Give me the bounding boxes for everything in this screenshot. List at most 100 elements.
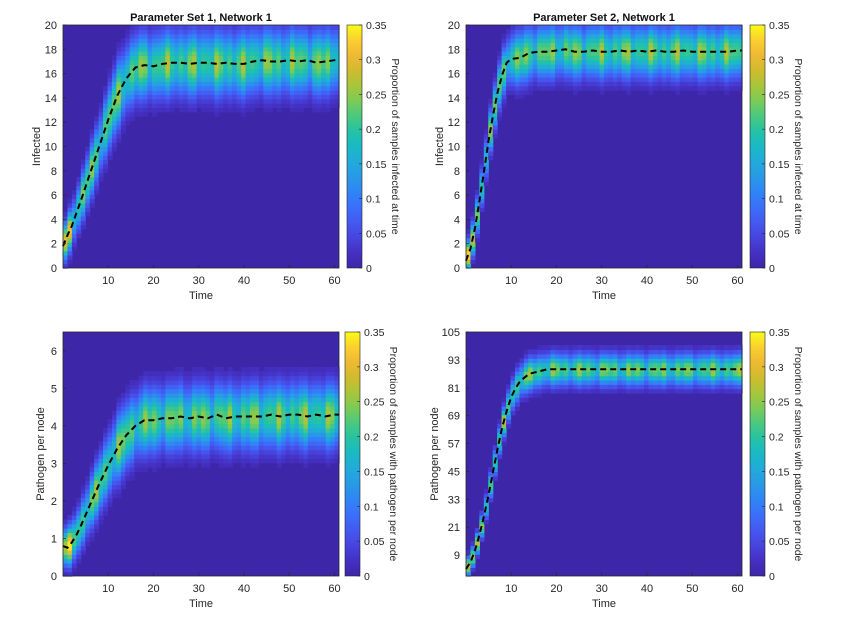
heat-cell	[160, 81, 166, 87]
heat-cell	[595, 388, 601, 394]
heat-cell	[724, 85, 730, 91]
heat-cell	[272, 33, 278, 39]
heat-cell	[679, 25, 685, 30]
heat-cell	[107, 120, 113, 126]
heat-cell	[192, 98, 198, 104]
heat-cell	[621, 64, 627, 69]
heat-cell	[263, 432, 269, 438]
heat-cell	[724, 68, 730, 74]
heat-cell	[303, 59, 309, 65]
heat-cell	[298, 458, 304, 464]
heat-cell	[178, 445, 184, 451]
heat-cell	[254, 419, 260, 425]
heat-cell	[290, 68, 296, 74]
heat-cell	[303, 98, 309, 104]
heat-cell	[666, 345, 672, 351]
heat-cell	[330, 410, 336, 416]
heat-cell	[272, 42, 278, 48]
heat-cell	[294, 81, 300, 87]
heat-cell	[537, 64, 543, 69]
heat-cell	[679, 38, 685, 43]
heat-cell	[196, 384, 202, 390]
heat-cell	[657, 358, 663, 364]
heat-cell	[209, 379, 215, 385]
heat-cell	[555, 379, 561, 385]
heat-cell	[143, 423, 149, 429]
y-tick-label: 18	[45, 44, 57, 56]
heat-cell	[307, 42, 313, 48]
heat-cell	[85, 181, 91, 187]
heat-cell	[156, 406, 162, 412]
heat-cell	[214, 98, 220, 104]
heat-cell	[715, 64, 721, 69]
heat-cell	[125, 419, 131, 425]
heat-cell	[178, 46, 184, 52]
heat-cell	[129, 414, 135, 420]
heat-cell	[143, 388, 149, 394]
heat-cell	[272, 85, 278, 91]
heat-cell	[183, 454, 189, 459]
heat-cell	[294, 29, 300, 35]
heat-cell	[330, 393, 336, 398]
heat-cell	[519, 72, 525, 78]
heat-cell	[519, 85, 525, 91]
heat-cell	[174, 366, 180, 372]
heat-cell	[670, 64, 676, 69]
heat-cell	[321, 366, 327, 372]
heat-cell	[321, 51, 327, 56]
heat-cell	[550, 77, 556, 83]
heat-cell	[205, 440, 211, 446]
heat-cell	[514, 401, 521, 407]
heat-cell	[152, 414, 158, 420]
heat-cell	[546, 345, 552, 351]
heat-cell	[236, 406, 242, 412]
heat-cell	[116, 484, 122, 490]
heat-cell	[728, 29, 734, 35]
heat-cell	[245, 419, 251, 425]
heat-cell	[586, 358, 592, 364]
heat-cell	[116, 423, 122, 429]
heat-cell	[232, 46, 238, 52]
x-axis-label: Time	[592, 290, 616, 302]
heat-cell	[276, 401, 282, 407]
heat-cell	[116, 85, 122, 91]
heat-cell	[559, 59, 565, 65]
heat-cell	[537, 68, 543, 74]
heat-cell	[514, 46, 521, 52]
heat-cell	[555, 51, 561, 56]
heat-cell	[590, 29, 596, 35]
heat-cell	[581, 77, 587, 83]
heat-cell	[192, 410, 198, 416]
heat-cell	[693, 42, 699, 48]
heat-cell	[550, 375, 556, 381]
heat-cell	[192, 64, 198, 69]
heat-cell	[733, 375, 739, 381]
heat-cell	[94, 129, 100, 135]
heat-cell	[684, 55, 690, 61]
heat-cell	[630, 379, 636, 385]
heat-cell	[666, 375, 672, 381]
heat-cell	[307, 29, 313, 35]
heat-cell	[254, 406, 260, 412]
heat-cell	[111, 72, 118, 78]
heat-cell	[147, 51, 153, 56]
heat-cell	[245, 29, 251, 35]
heat-cell	[506, 406, 512, 412]
heat-cell	[510, 25, 516, 30]
heat-cell	[276, 458, 282, 464]
heat-cell	[555, 371, 561, 377]
heat-cell	[98, 445, 104, 451]
heat-cell	[76, 220, 82, 226]
heat-cell	[599, 29, 605, 35]
heat-cell	[192, 419, 198, 425]
heat-cell	[160, 38, 166, 43]
heat-cell	[107, 129, 113, 135]
heat-cell	[63, 228, 69, 234]
heat-cell	[648, 85, 654, 91]
heat-cell	[120, 449, 126, 455]
heat-cell	[165, 55, 171, 61]
heat-cell	[621, 46, 627, 52]
heat-cell	[249, 107, 256, 113]
heat-cell	[245, 81, 251, 87]
heat-cell	[532, 349, 538, 355]
